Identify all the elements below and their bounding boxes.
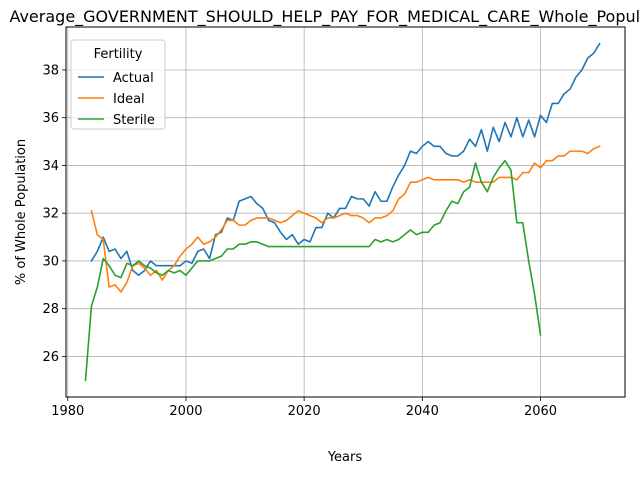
- legend-items: Actual Ideal Sterile: [78, 71, 155, 128]
- x-tick-label: 2040: [406, 404, 439, 419]
- y-tick-label: 38: [42, 63, 59, 78]
- x-axis-label: Years: [327, 450, 363, 465]
- series-lines: [84, 42, 601, 382]
- x-tick-label: 2060: [524, 404, 557, 419]
- plot-frame: [65, 26, 626, 398]
- legend-title: Fertility: [94, 47, 143, 62]
- y-tick-label: 32: [42, 207, 59, 222]
- legend-label-actual: Actual: [113, 71, 154, 86]
- y-tick-label: 28: [42, 302, 59, 317]
- y-axis-label: % of Whole Population: [14, 139, 29, 285]
- y-tick-label: 36: [42, 111, 59, 126]
- y-tick-label: 26: [42, 350, 59, 365]
- series-line-ideal: [90, 145, 601, 293]
- legend-box: [70, 39, 166, 130]
- grid: [66, 27, 625, 397]
- legend-label-sterile: Sterile: [113, 113, 155, 128]
- y-tick-label: 34: [42, 159, 59, 174]
- chart-title: Average_GOVERNMENT_SHOULD_HELP_PAY_FOR_M…: [9, 7, 640, 27]
- series-line-sterile: [84, 159, 542, 382]
- legend-label-ideal: Ideal: [113, 92, 145, 107]
- legend: Fertility Actual Ideal Sterile: [70, 39, 166, 130]
- ticks: 1980 2000 2020 2040 2060 26 28 30 32 34 36 38: [42, 63, 557, 419]
- x-tick-label: 2020: [288, 404, 321, 419]
- series-line-actual: [90, 42, 601, 277]
- x-tick-label: 1980: [51, 404, 84, 419]
- y-tick-label: 30: [42, 254, 59, 269]
- x-tick-label: 2000: [169, 404, 202, 419]
